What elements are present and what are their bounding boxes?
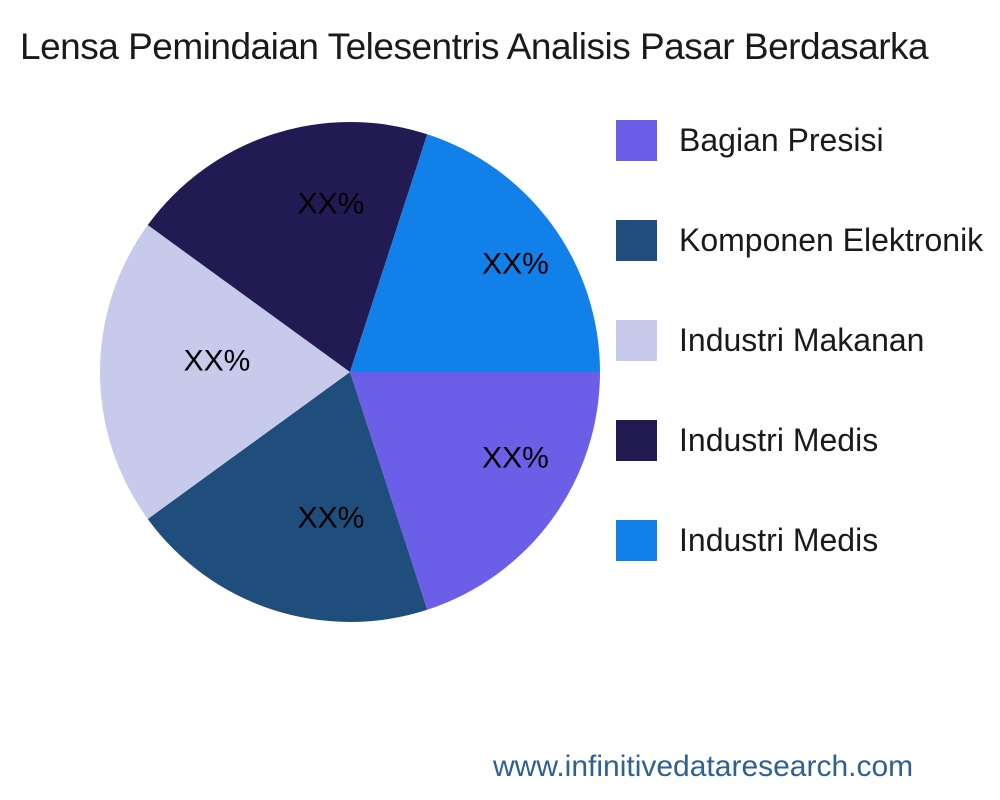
legend-swatch (616, 320, 657, 361)
legend-swatch (616, 220, 657, 261)
legend-item: Industri Medis (616, 420, 878, 461)
legend-item: Industri Makanan (616, 320, 924, 361)
pie-slice-label: XX% (482, 441, 549, 474)
pie-slice (350, 134, 600, 372)
legend-swatch (616, 520, 657, 561)
legend-item: Industri Medis (616, 520, 878, 561)
pie-slice (147, 122, 428, 373)
legend-label: Industri Medis (679, 422, 879, 458)
legend-item: Komponen Elektronik (616, 220, 983, 261)
legend-swatch (616, 420, 657, 461)
pie-slice-label: XX% (298, 501, 365, 534)
legend-label: Industri Makanan (679, 322, 925, 358)
legend-label: Bagian Presisi (679, 122, 884, 158)
pie-slice (350, 372, 600, 610)
legend-label: Industri Medis (679, 522, 879, 558)
watermark-link[interactable]: www.infinitivedataresearch.com (493, 750, 914, 783)
pie-slice-label: XX% (482, 248, 549, 281)
legend-item: Bagian Presisi (616, 120, 884, 161)
legend-swatch (616, 120, 657, 161)
legend-label: Komponen Elektronik (679, 222, 984, 258)
pie-slice (147, 372, 428, 622)
pie-slice-label: XX% (298, 188, 365, 221)
pie-slice-label: XX% (184, 345, 251, 378)
chart-title: Lensa Pemindaian Telesentris Analisis Pa… (20, 26, 929, 67)
pie-slice (100, 225, 350, 519)
